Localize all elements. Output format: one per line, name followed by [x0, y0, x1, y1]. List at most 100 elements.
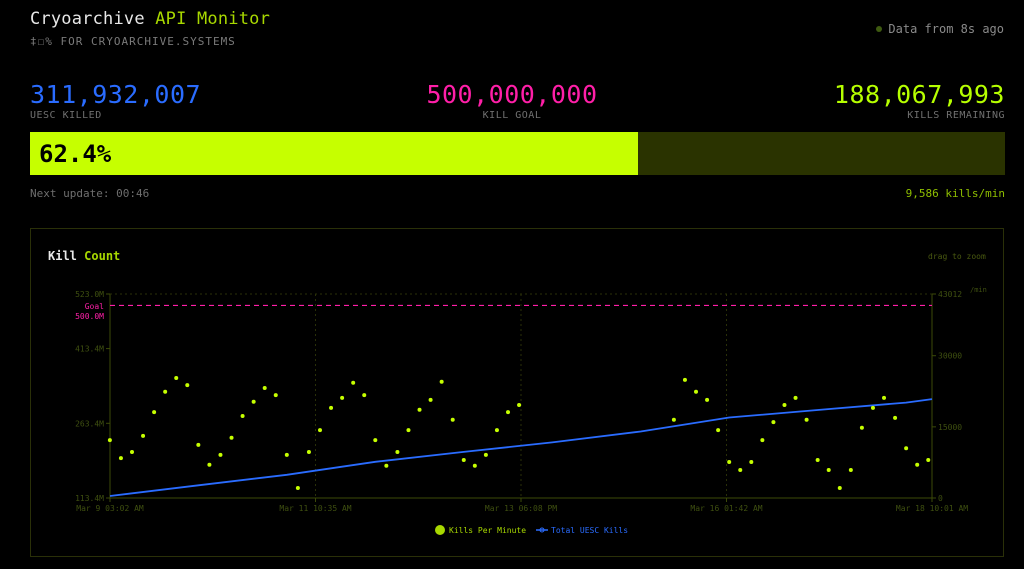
- app-title: Cryoarchive API Monitor: [30, 9, 270, 29]
- x-tick-label: Mar 18 10:01 AM: [896, 504, 968, 513]
- kpm-point: [517, 403, 522, 408]
- kpm-point: [152, 410, 157, 415]
- kpm-point: [727, 459, 732, 464]
- kpm-point: [483, 452, 488, 457]
- status-dot-icon: [876, 26, 883, 32]
- progress-bar: 62.4%: [30, 132, 1005, 175]
- kpm-point: [384, 463, 389, 468]
- right-tick-label: 43012: [938, 290, 962, 299]
- kpm-point: [815, 458, 820, 463]
- kpm-point: [694, 389, 699, 394]
- x-tick-label: Mar 11 10:35 AM: [279, 504, 351, 513]
- kpm-point: [926, 458, 931, 463]
- goal-value: 500,000,000: [426, 80, 598, 109]
- drag-to-zoom-hint: drag to zoom: [928, 252, 986, 261]
- kpm-point: [738, 468, 743, 473]
- kpm-point: [351, 380, 356, 385]
- kpm-point: [362, 393, 367, 398]
- kpm-point: [782, 403, 787, 408]
- kpm-point: [506, 410, 511, 415]
- kpm-point: [174, 376, 179, 381]
- status-text: Data from 8s ago: [888, 22, 1004, 36]
- right-axis-unit: /min: [970, 286, 987, 294]
- kpm-point: [882, 395, 887, 400]
- kpm-point: [494, 428, 499, 433]
- killed-value: 311,932,007: [30, 80, 202, 109]
- kpm-point: [251, 399, 256, 404]
- legend-total-label: Total UESC Kills: [551, 526, 628, 535]
- total-kills-line: [109, 398, 933, 497]
- kpm-point: [262, 385, 267, 390]
- kpm-point: [141, 433, 146, 438]
- data-status: Data from 8s ago: [876, 22, 1004, 36]
- left-tick-label: 413.4M: [75, 345, 104, 354]
- kpm-point: [760, 438, 765, 443]
- right-tick-label: 15000: [938, 423, 962, 432]
- kpm-point: [826, 468, 831, 473]
- right-tick-label: 30000: [938, 352, 962, 361]
- remaining-label: KILLS REMAINING: [907, 110, 1005, 121]
- title-part1: Cryoarchive: [30, 9, 145, 29]
- kpm-point: [373, 438, 378, 443]
- progress-percent: 62.4%: [39, 140, 112, 168]
- right-tick-label: 0: [938, 494, 943, 503]
- goal-label: KILL GOAL: [482, 110, 542, 121]
- kpm-point: [273, 393, 278, 398]
- legend-total-marker: [539, 527, 545, 533]
- legend-kpm-label: Kills Per Minute: [449, 526, 526, 535]
- kpm-point: [163, 389, 168, 394]
- kpm-point: [395, 449, 400, 454]
- legend-kpm-icon: [435, 525, 445, 535]
- title-part2: API Monitor: [155, 9, 271, 29]
- progress-fill: [30, 132, 639, 175]
- kpm-point: [129, 449, 134, 454]
- left-tick-label: 263.4M: [75, 419, 104, 428]
- kpm-point: [118, 456, 123, 461]
- kpm-point: [196, 442, 201, 447]
- x-tick-label: Mar 16 01:42 AM: [690, 504, 762, 513]
- kpm-point: [207, 462, 212, 467]
- chart-title-part1: Kill: [48, 249, 77, 263]
- x-tick-label: Mar 9 03:02 AM: [76, 504, 144, 513]
- kpm-point: [749, 459, 754, 464]
- kpm-point: [329, 405, 334, 410]
- goal-label: Goal: [85, 302, 104, 311]
- kpm-point: [406, 428, 411, 433]
- kpm-point: [904, 446, 909, 451]
- kpm-point: [716, 428, 721, 433]
- kpm-point: [837, 486, 842, 491]
- kpm-point: [240, 413, 245, 418]
- chart-title-part2: Count: [84, 249, 121, 263]
- kpm-point: [793, 395, 798, 400]
- kpm-point: [915, 462, 920, 467]
- left-tick-label: 113.4M: [75, 494, 104, 503]
- kpm-point: [306, 449, 311, 454]
- remaining-value: 188,067,993: [833, 80, 1005, 109]
- killed-label: UESC KILLED: [30, 110, 102, 121]
- kpm-point: [671, 417, 676, 422]
- kpm-point: [771, 420, 776, 425]
- kpm-point: [284, 452, 289, 457]
- kpm-point: [461, 458, 466, 463]
- kpm-point: [870, 405, 875, 410]
- kpm-point: [450, 417, 455, 422]
- kpm-point: [340, 395, 345, 400]
- kpm-point: [185, 383, 190, 388]
- kpm-point: [859, 425, 864, 430]
- kpm-point: [804, 417, 809, 422]
- subtitle: ‡☐% FOR CRYOARCHIVE.SYSTEMS: [30, 35, 236, 48]
- x-tick-label: Mar 13 06:08 PM: [485, 504, 557, 513]
- chart-panel: [30, 228, 1004, 557]
- kpm-point: [107, 438, 112, 443]
- kpm-point: [417, 407, 422, 412]
- kpm-point: [295, 486, 300, 491]
- next-update: Next update: 00:46: [30, 187, 150, 200]
- kpm-point: [848, 468, 853, 473]
- chart-title: Kill Count: [48, 249, 120, 263]
- kpm-point: [705, 397, 710, 402]
- kpm-point: [439, 379, 444, 384]
- kpm-point: [893, 415, 898, 420]
- left-tick-label: 523.0M: [75, 290, 104, 299]
- goal-value-label: 500.0M: [75, 312, 104, 321]
